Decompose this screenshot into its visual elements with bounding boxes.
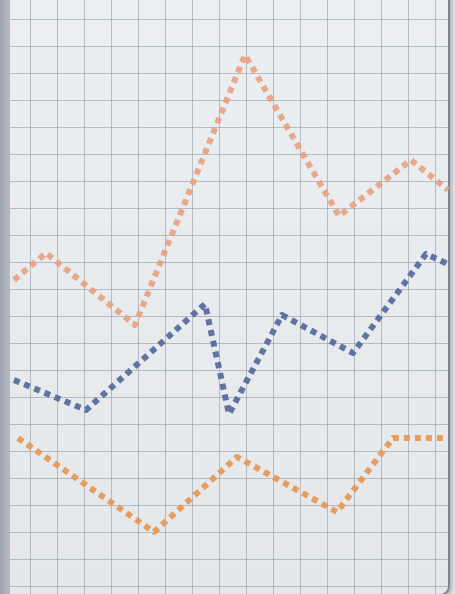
dotted-line-blue <box>12 251 450 417</box>
dotted-line-orange <box>16 435 448 535</box>
dotted-line-salmon <box>12 52 450 328</box>
